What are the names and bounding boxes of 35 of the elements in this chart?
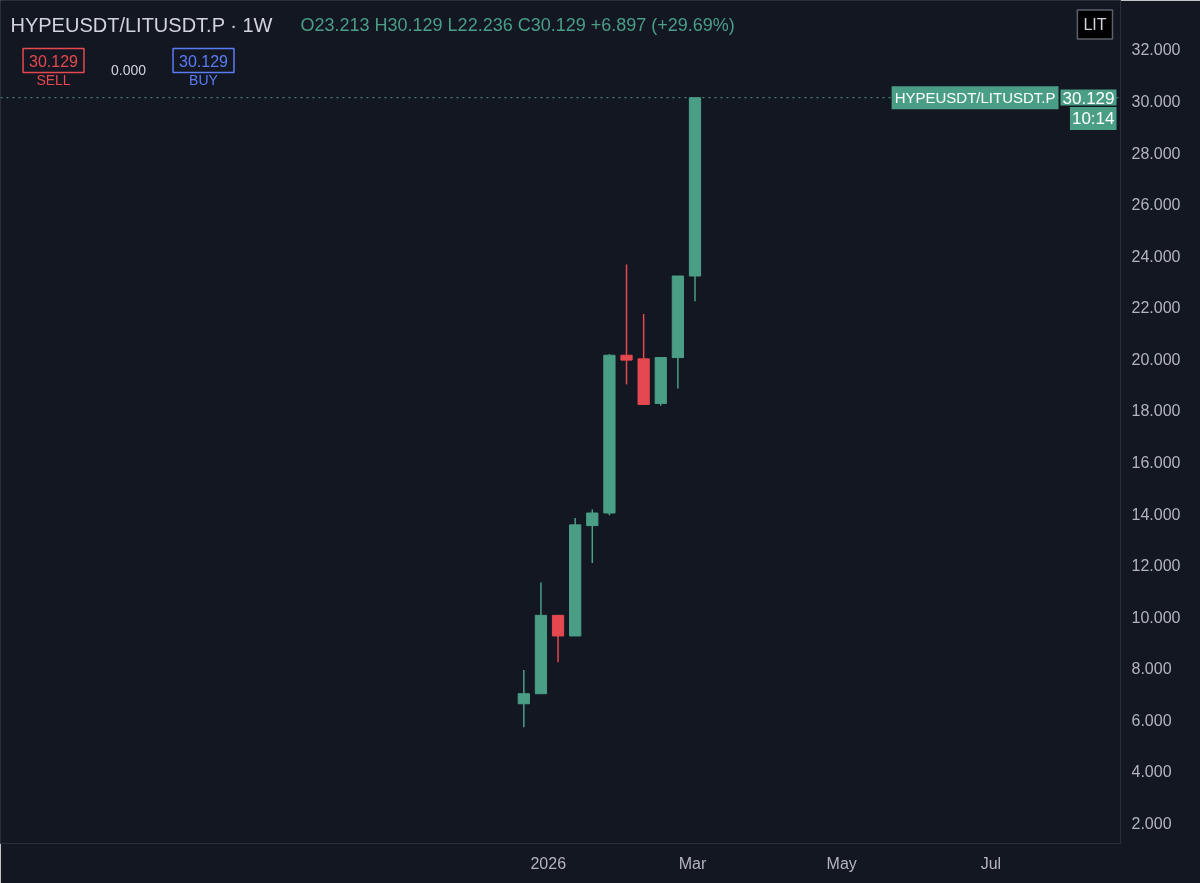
x-tick-label: 2026	[530, 854, 567, 872]
annotation: 30.129	[1062, 88, 1115, 108]
y-tick-label: 12.000	[1131, 557, 1181, 575]
y-tick-label: 8.000	[1131, 660, 1172, 678]
annotation: BUY	[189, 71, 219, 88]
candlestick	[517, 669, 530, 728]
y-tick-label: 10.000	[1131, 608, 1181, 626]
y-tick-label: 24.000	[1131, 247, 1181, 265]
y-tick-label: 28.000	[1131, 144, 1181, 162]
annotation: O23.213 H30.129 L22.236 C30.129 +6.897 (+29.69%)	[300, 14, 735, 35]
x-tick-label: May	[826, 854, 857, 872]
y-tick-label: 18.000	[1131, 402, 1181, 420]
x-tick-label: Jul	[980, 854, 1002, 872]
y-tick-label: 26.000	[1131, 196, 1181, 214]
annotation: 30.129	[179, 52, 229, 70]
y-tick-label: 16.000	[1131, 453, 1181, 471]
candlestick	[620, 263, 633, 386]
annotation: LIT	[1083, 16, 1107, 33]
y-tick-label: 6.000	[1131, 711, 1172, 729]
candlestick	[586, 508, 599, 564]
y-tick-label: 2.000	[1131, 814, 1172, 832]
x-tick-label: Mar	[678, 854, 707, 872]
annotation: 0.000	[110, 61, 147, 78]
annotation: 30.129	[29, 52, 79, 70]
annotation: 10:14	[1071, 109, 1115, 128]
y-tick-label: 14.000	[1131, 505, 1181, 523]
candlestick	[551, 614, 565, 664]
y-tick-label: 22.000	[1131, 299, 1181, 317]
y-tick-label: 4.000	[1131, 763, 1172, 781]
annotation: SELL	[36, 71, 71, 88]
y-tick-label: 32.000	[1131, 41, 1181, 59]
y-tick-label: 20.000	[1131, 350, 1181, 368]
text: HYPEUSDT/LITUSDT.P · 1W	[10, 13, 273, 36]
ref-line-label: HYPEUSDT/LITUSDT.P	[894, 89, 1056, 107]
y-tick-label: 30.000	[1131, 93, 1181, 111]
